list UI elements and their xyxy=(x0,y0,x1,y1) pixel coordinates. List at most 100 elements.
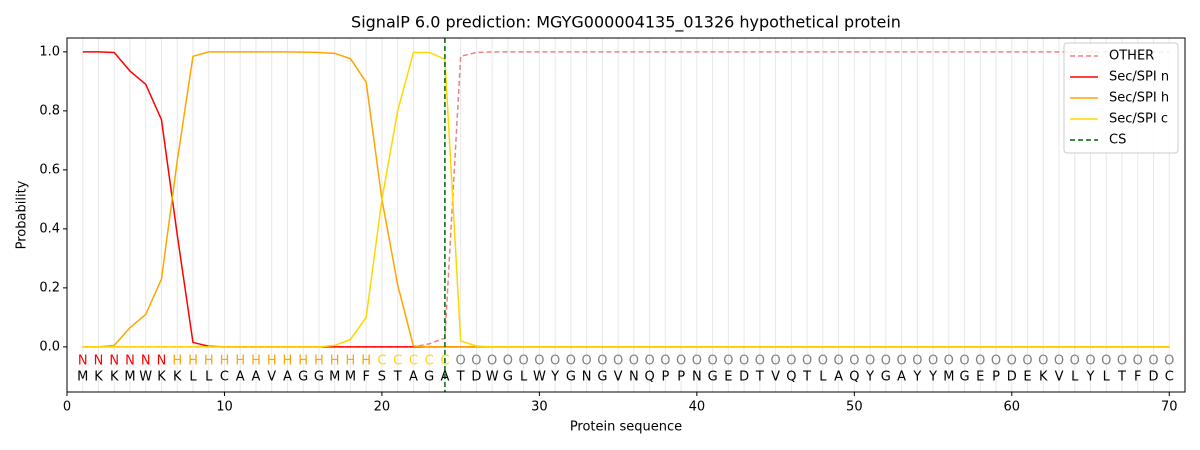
x-tick-label: 20 xyxy=(374,400,391,415)
residue-label: L xyxy=(520,370,528,385)
region-label: H xyxy=(172,354,182,369)
region-label: O xyxy=(1148,354,1158,369)
residue-label: M xyxy=(943,370,954,385)
residue-label: Y xyxy=(928,370,937,385)
residue-label: Y xyxy=(912,370,921,385)
region-label: O xyxy=(597,354,607,369)
region-label: O xyxy=(692,354,702,369)
region-label: O xyxy=(975,354,985,369)
legend-label: Sec/SPI n xyxy=(1109,70,1169,85)
residue-label: K xyxy=(157,370,166,385)
residue-label: V xyxy=(1055,370,1064,385)
residue-label: G xyxy=(881,370,891,385)
x-tick-label: 50 xyxy=(846,400,863,415)
plot-frame xyxy=(66,37,1186,393)
region-label: O xyxy=(645,354,655,369)
region-label: O xyxy=(487,354,497,369)
residue-label: Q xyxy=(786,370,796,385)
residue-label: G xyxy=(960,370,970,385)
residue-label: T xyxy=(393,370,402,385)
x-axis-label: Protein sequence xyxy=(570,420,682,435)
residue-label: G xyxy=(597,370,607,385)
region-label: O xyxy=(1101,354,1111,369)
region-label: O xyxy=(991,354,1001,369)
region-label: O xyxy=(503,354,513,369)
residue-label: L xyxy=(1103,370,1111,385)
residue-label: F xyxy=(362,370,369,385)
region-label: O xyxy=(786,354,796,369)
series-line xyxy=(82,51,1170,348)
region-label: O xyxy=(896,354,906,369)
region-label: O xyxy=(928,354,938,369)
residue-label: A xyxy=(409,370,418,385)
region-label: O xyxy=(534,354,544,369)
residue-label: E xyxy=(976,370,984,385)
region-label: O xyxy=(1007,354,1017,369)
region-label: O xyxy=(912,354,922,369)
residue-label: C xyxy=(1165,370,1174,385)
region-label: O xyxy=(519,354,529,369)
residue-label: P xyxy=(992,370,1000,385)
residue-label: G xyxy=(298,370,308,385)
region-label: O xyxy=(833,354,843,369)
residue-label: T xyxy=(1117,370,1126,385)
region-label: O xyxy=(802,354,812,369)
region-label: O xyxy=(566,354,576,369)
y-tick-label: 0.0 xyxy=(39,339,60,354)
y-tick-label: 0.4 xyxy=(39,221,60,236)
region-label: N xyxy=(125,354,135,369)
region-label: O xyxy=(456,354,466,369)
region-label: H xyxy=(298,354,308,369)
region-label: O xyxy=(1164,354,1174,369)
region-label: O xyxy=(1038,354,1048,369)
region-label: O xyxy=(471,354,481,369)
residue-label: P xyxy=(677,370,685,385)
region-label: O xyxy=(723,354,733,369)
region-label: H xyxy=(235,354,245,369)
region-label: O xyxy=(582,354,592,369)
residue-label: L xyxy=(189,370,197,385)
region-label: O xyxy=(959,354,969,369)
region-label: H xyxy=(330,354,340,369)
region-label: O xyxy=(550,354,560,369)
residue-label: M xyxy=(345,370,356,385)
residue-label: N xyxy=(629,370,639,385)
region-label: C xyxy=(393,354,402,369)
legend-label: OTHER xyxy=(1109,49,1154,64)
region-label: H xyxy=(204,354,214,369)
residue-label: T xyxy=(456,370,465,385)
residue-label: G xyxy=(708,370,718,385)
residue-label: K xyxy=(1039,370,1048,385)
residue-label: G xyxy=(424,370,434,385)
region-label: O xyxy=(818,354,828,369)
residue-label: A xyxy=(236,370,245,385)
region-label: N xyxy=(157,354,167,369)
residue-label: M xyxy=(124,370,135,385)
x-tick-label: 10 xyxy=(216,400,233,415)
region-label: O xyxy=(629,354,639,369)
residue-label: K xyxy=(110,370,119,385)
residue-label: P xyxy=(661,370,669,385)
region-label: N xyxy=(141,354,151,369)
x-tick-label: 60 xyxy=(1004,400,1021,415)
legend-box xyxy=(1063,42,1179,154)
x-tick-label: 70 xyxy=(1161,400,1178,415)
region-label: C xyxy=(409,354,418,369)
residue-label: S xyxy=(378,370,386,385)
region-label: O xyxy=(676,354,686,369)
series-line xyxy=(82,51,1170,348)
residue-label: N xyxy=(692,370,702,385)
region-label: O xyxy=(1054,354,1064,369)
residue-label: E xyxy=(724,370,732,385)
residue-label: V xyxy=(614,370,623,385)
region-label: C xyxy=(425,354,434,369)
region-label: H xyxy=(188,354,198,369)
region-label: O xyxy=(849,354,859,369)
residue-label: G xyxy=(314,370,324,385)
residue-label: Y xyxy=(865,370,874,385)
residue-label: W xyxy=(486,370,499,385)
region-label: H xyxy=(314,354,324,369)
y-axis-label: Probability xyxy=(15,180,30,249)
